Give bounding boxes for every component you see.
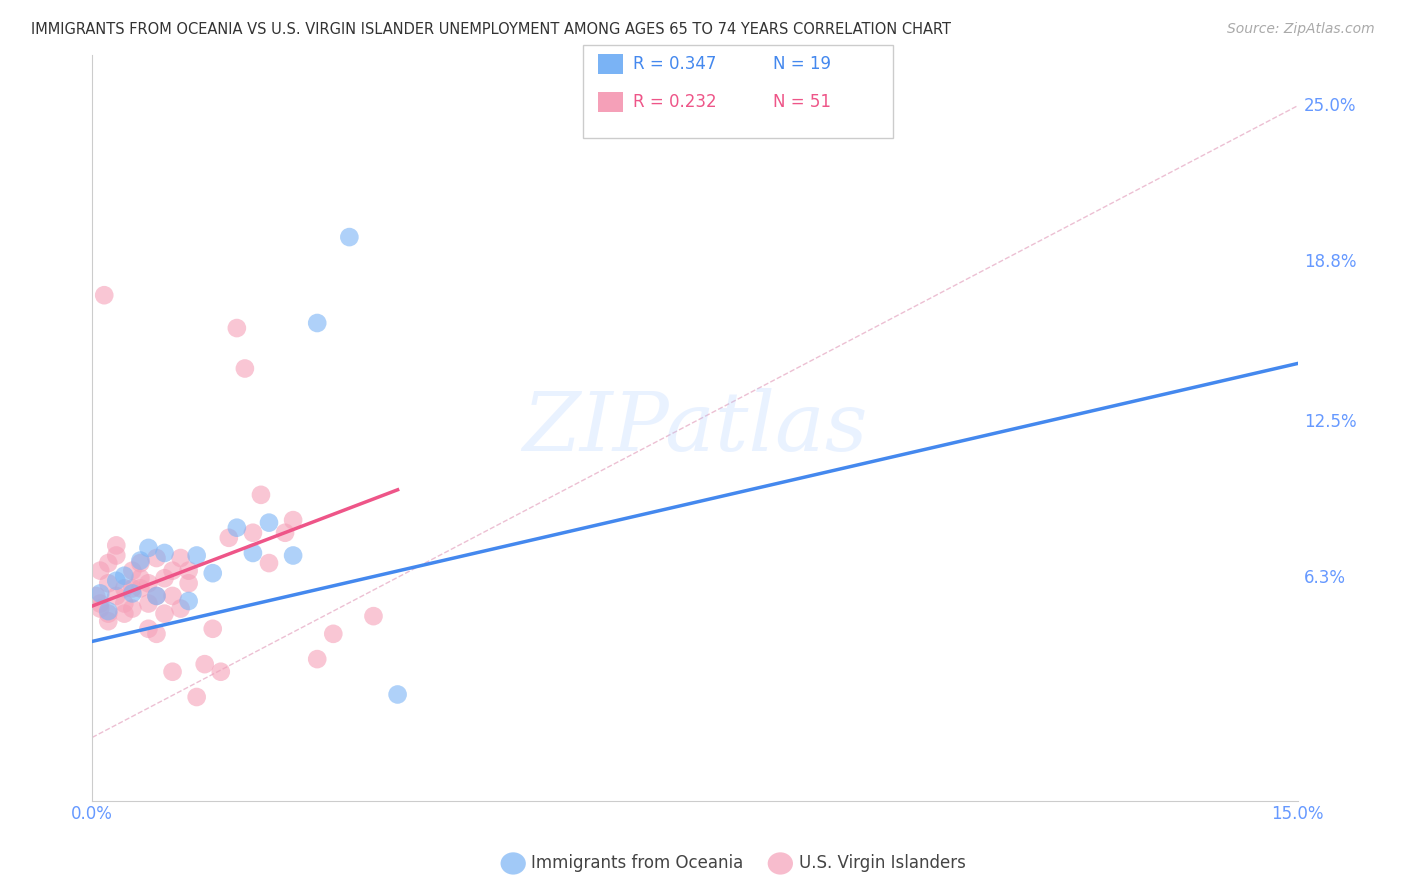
Point <box>129 582 152 596</box>
Point <box>153 571 176 585</box>
Point <box>201 622 224 636</box>
Point <box>145 589 167 603</box>
Point <box>138 597 160 611</box>
Point <box>105 549 128 563</box>
Point <box>225 321 247 335</box>
Point <box>97 607 120 621</box>
Point <box>177 564 200 578</box>
Point <box>281 513 304 527</box>
Point <box>233 361 256 376</box>
Point <box>169 601 191 615</box>
Point <box>218 531 240 545</box>
Text: 6.3%: 6.3% <box>1303 569 1346 587</box>
Point <box>337 230 360 244</box>
Point <box>201 566 224 581</box>
Text: ZIPatlas: ZIPatlas <box>522 388 868 468</box>
Point <box>274 525 297 540</box>
Point <box>194 657 217 672</box>
Point <box>177 594 200 608</box>
Point <box>84 589 107 603</box>
Point <box>162 589 184 603</box>
Point <box>129 553 152 567</box>
Text: R = 0.232: R = 0.232 <box>633 93 716 111</box>
Text: Immigrants from Oceania: Immigrants from Oceania <box>531 855 744 872</box>
Point <box>145 589 167 603</box>
Point <box>97 576 120 591</box>
Point <box>307 652 329 666</box>
Point <box>177 576 200 591</box>
Point <box>89 601 111 615</box>
Point <box>363 609 385 624</box>
Text: U.S. Virgin Islanders: U.S. Virgin Islanders <box>799 855 966 872</box>
Point <box>322 627 344 641</box>
Point <box>105 589 128 603</box>
Point <box>129 571 152 585</box>
Point <box>97 556 120 570</box>
Point <box>145 627 167 641</box>
Point <box>387 688 409 702</box>
Text: IMMIGRANTS FROM OCEANIA VS U.S. VIRGIN ISLANDER UNEMPLOYMENT AMONG AGES 65 TO 74: IMMIGRANTS FROM OCEANIA VS U.S. VIRGIN I… <box>31 22 950 37</box>
Point <box>153 546 176 560</box>
Point <box>242 525 264 540</box>
Point <box>89 586 111 600</box>
Point <box>93 288 115 302</box>
Text: R = 0.347: R = 0.347 <box>633 55 716 73</box>
Point <box>209 665 232 679</box>
Text: N = 19: N = 19 <box>773 55 831 73</box>
Point <box>97 614 120 628</box>
Point <box>112 607 135 621</box>
Point <box>89 597 111 611</box>
Point <box>121 601 143 615</box>
Point <box>153 607 176 621</box>
Point <box>250 488 273 502</box>
Point <box>121 564 143 578</box>
Point <box>307 316 329 330</box>
Point <box>89 564 111 578</box>
Point <box>105 538 128 552</box>
Point <box>138 622 160 636</box>
Point <box>162 665 184 679</box>
Point <box>225 521 247 535</box>
Point <box>186 690 208 704</box>
Point <box>257 556 280 570</box>
Point <box>169 551 191 566</box>
Point <box>121 582 143 596</box>
Point <box>145 551 167 566</box>
Text: 18.8%: 18.8% <box>1303 253 1357 271</box>
Point <box>112 568 135 582</box>
Text: N = 51: N = 51 <box>773 93 831 111</box>
Point <box>121 586 143 600</box>
Point <box>257 516 280 530</box>
Point <box>138 576 160 591</box>
Text: 12.5%: 12.5% <box>1303 413 1357 431</box>
Point <box>242 546 264 560</box>
Text: 25.0%: 25.0% <box>1303 96 1357 115</box>
Point <box>112 597 135 611</box>
Point <box>162 564 184 578</box>
Point <box>105 574 128 588</box>
Point <box>97 604 120 618</box>
Point <box>112 582 135 596</box>
Point <box>138 541 160 555</box>
Point <box>129 556 152 570</box>
Point <box>186 549 208 563</box>
Point <box>281 549 304 563</box>
Text: Source: ZipAtlas.com: Source: ZipAtlas.com <box>1227 22 1375 37</box>
